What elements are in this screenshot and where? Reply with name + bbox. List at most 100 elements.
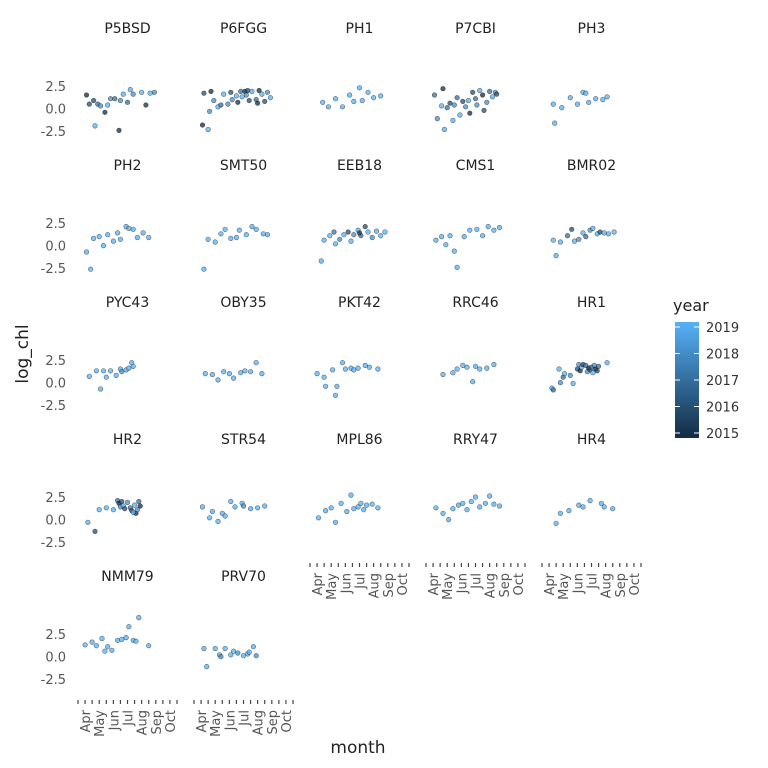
data-point [114, 230, 121, 236]
data-point [464, 507, 470, 513]
x-tick-label: Oct [164, 710, 179, 732]
data-point [215, 377, 221, 383]
data-point [570, 380, 576, 387]
data-point [117, 236, 123, 242]
data-point [127, 86, 133, 93]
data-point [123, 634, 129, 641]
data-point [552, 120, 558, 126]
data-point [314, 371, 320, 377]
data-point [559, 105, 565, 111]
data-point [232, 504, 238, 510]
data-point [334, 383, 340, 389]
data-point [470, 89, 476, 95]
facet-strip-label: NMM79 [101, 569, 153, 585]
data-point [253, 653, 259, 659]
data-point [378, 93, 384, 99]
facet-strip-label: MPL86 [336, 432, 382, 448]
data-point [550, 101, 556, 107]
facet-strip-label: OBY35 [220, 295, 266, 311]
data-point [594, 368, 600, 374]
data-point [371, 95, 377, 101]
data-point [201, 90, 207, 96]
data-point [574, 101, 581, 107]
data-point [218, 231, 224, 237]
data-point [330, 367, 336, 373]
data-point [97, 386, 104, 392]
legend-tick-label: 2019 [706, 321, 739, 336]
facet-panel-NMM79: NMM79 2.5 0.0 -2.5 Apr May Jun Jul Aug Sep Oct [41, 569, 179, 737]
data-point [446, 516, 452, 523]
data-point [229, 96, 235, 103]
y-tick-label: 0.0 [45, 514, 66, 529]
data-point [557, 510, 564, 516]
data-point [332, 96, 339, 102]
facet-panel-MPL86: MPL86 Apr May Jun Jul Aug Sep Oct [309, 432, 411, 600]
data-point [465, 97, 472, 104]
data-point [480, 233, 486, 239]
data-point [93, 368, 99, 374]
data-point [450, 117, 456, 123]
facet-strip-label: CMS1 [456, 158, 496, 174]
data-point [240, 503, 247, 509]
x-tick-label: Apr [311, 572, 326, 595]
data-point [477, 366, 483, 372]
facet-panel-PKT42: PKT42 [314, 295, 381, 398]
data-point [561, 371, 568, 377]
data-point [348, 492, 354, 498]
data-point [477, 87, 483, 94]
legend-tick-label: 2018 [706, 348, 739, 363]
data-point [248, 506, 254, 512]
data-point [132, 502, 138, 508]
data-point [580, 504, 586, 510]
data-point [255, 100, 261, 106]
data-point [338, 500, 344, 506]
legend-tick-label: 2016 [706, 401, 739, 416]
data-point [93, 643, 99, 649]
data-point [114, 637, 121, 643]
facet-strip-label: SMT50 [220, 158, 267, 174]
data-point [439, 234, 445, 240]
x-tick-label: Jul [470, 573, 485, 590]
data-point [567, 95, 573, 101]
data-point [496, 503, 503, 509]
data-point [82, 642, 88, 648]
data-point [332, 519, 339, 525]
x-tick-label: Aug [252, 710, 267, 735]
data-point [434, 115, 440, 122]
data-point [550, 237, 556, 243]
data-point [260, 231, 266, 237]
facet-panel-HR2: HR2 2.5 0.0 -2.5 [41, 432, 143, 551]
data-point [472, 363, 479, 369]
data-point [92, 528, 98, 535]
data-point [472, 96, 479, 102]
data-point [146, 643, 152, 649]
data-point [130, 509, 136, 516]
data-point [362, 224, 368, 230]
data-point [96, 507, 102, 513]
y-tick-label: 2.5 [45, 354, 66, 369]
x-tick-label: Oct [512, 573, 527, 595]
data-point [593, 96, 599, 102]
facet-panel-STR54: STR54 [199, 432, 268, 525]
data-point [553, 253, 559, 259]
data-point [365, 229, 371, 235]
data-point [85, 519, 91, 525]
data-point [215, 518, 221, 525]
x-tick-label: Jun [455, 573, 470, 594]
data-point [253, 360, 259, 366]
data-point [557, 239, 564, 245]
data-point [235, 650, 241, 656]
x-tick-label: Oct [280, 710, 295, 732]
facet-strip-label: PH2 [114, 158, 142, 174]
y-tick-label: -2.5 [41, 399, 66, 414]
y-tick-label: -2.5 [41, 673, 66, 688]
data-point [100, 243, 107, 249]
facet-panel-EEB18: EEB18 [318, 158, 388, 264]
data-point [332, 392, 339, 398]
data-point [110, 507, 116, 513]
data-point [218, 102, 224, 108]
data-point [341, 232, 347, 238]
data-point [240, 653, 247, 659]
data-point [454, 95, 460, 101]
data-point [134, 507, 140, 513]
